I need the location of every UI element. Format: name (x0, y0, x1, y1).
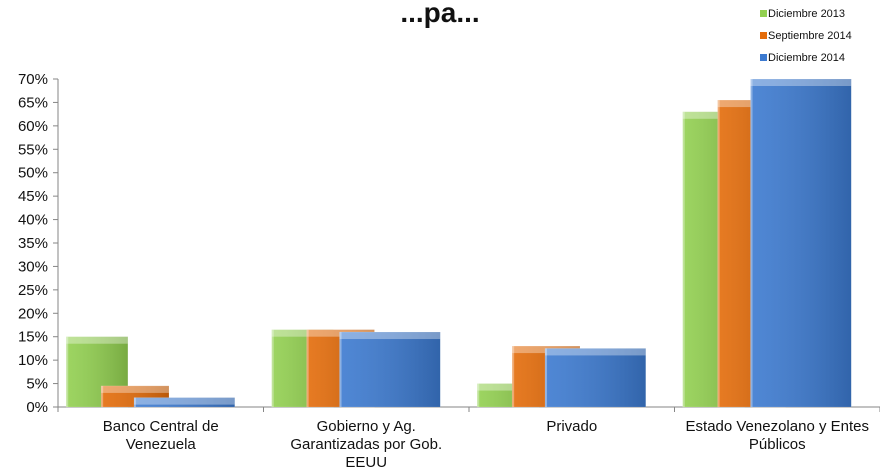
y-tick-label: 20% (18, 305, 48, 322)
bar (339, 331, 441, 408)
bar-edge (545, 348, 548, 407)
bar-top (750, 79, 852, 86)
y-tick-label: 35% (18, 235, 48, 252)
bar-edge (271, 329, 274, 407)
bar-edge (339, 332, 342, 407)
legend-swatch (760, 54, 767, 61)
x-category-label: Banco Central de (103, 418, 219, 435)
y-tick-label: 15% (18, 329, 48, 346)
y-tick-label: 50% (18, 165, 48, 182)
bar-shade (339, 332, 441, 407)
y-tick-label: 30% (18, 258, 48, 275)
bar-top (101, 385, 169, 393)
y-tick-label: 65% (18, 94, 48, 111)
x-category-label: EEUU (345, 454, 387, 471)
legend-item: Diciembre 2014 (760, 52, 845, 64)
bar (133, 397, 235, 408)
bar-edge (306, 329, 309, 407)
x-category-label: Públicos (749, 436, 806, 453)
y-tick-label: 45% (18, 188, 48, 205)
x-category-label: Gobierno y Ag. (317, 418, 416, 435)
x-category-label: Estado Venezolano y Entes (686, 418, 869, 435)
legend-item: Septiembre 2014 (760, 30, 852, 42)
bar-shade (545, 348, 646, 407)
bar (65, 336, 129, 408)
bar-shade (134, 397, 235, 407)
y-tick-label: 0% (26, 399, 48, 416)
bar (750, 78, 852, 408)
bar (544, 348, 646, 408)
legend-label: Septiembre 2014 (768, 30, 852, 42)
y-tick-label: 10% (18, 352, 48, 369)
bar-top (66, 336, 128, 344)
x-category-label: Garantizadas por Gob. (290, 436, 442, 453)
legend: Diciembre 2013 Septiembre 2014 Diciembre 2… (760, 8, 852, 64)
y-tick-label: 5% (26, 376, 48, 393)
legend-label: Diciembre 2014 (768, 52, 845, 64)
x-category-label: Privado (546, 418, 597, 435)
y-tick-label: 60% (18, 118, 48, 135)
legend-label: Diciembre 2013 (768, 8, 845, 20)
bar-edge (66, 336, 69, 407)
bar-top (134, 397, 235, 405)
bar-top (271, 329, 334, 337)
bar-top (339, 332, 441, 340)
y-tick-label: 25% (18, 282, 48, 299)
x-category-label: Venezuela (126, 436, 197, 453)
y-tick-label: 55% (18, 141, 48, 158)
bar-edge (682, 111, 685, 408)
legend-item: Diciembre 2013 (760, 8, 845, 20)
y-tick-label: 40% (18, 212, 48, 229)
chart-title: ...pa... (400, 0, 479, 28)
bar-edge (512, 346, 515, 407)
bar-edge (101, 385, 104, 407)
bar-edge (750, 79, 753, 407)
bar-edge (477, 383, 480, 407)
axes: 0% 5% 10% 15% 20% 25% 30% 35% 40% 45% 50% 55% 60% 65%… (18, 71, 880, 471)
legend-swatch (760, 10, 767, 17)
bar-edge (717, 100, 720, 407)
bar-shade (750, 79, 852, 407)
bar-top (477, 383, 539, 391)
legend-swatch (760, 32, 767, 39)
bar-edge (134, 397, 137, 407)
y-tick-label: 70% (18, 71, 48, 88)
bars (65, 78, 852, 408)
bar-top (682, 111, 745, 119)
bar-top (545, 348, 646, 356)
